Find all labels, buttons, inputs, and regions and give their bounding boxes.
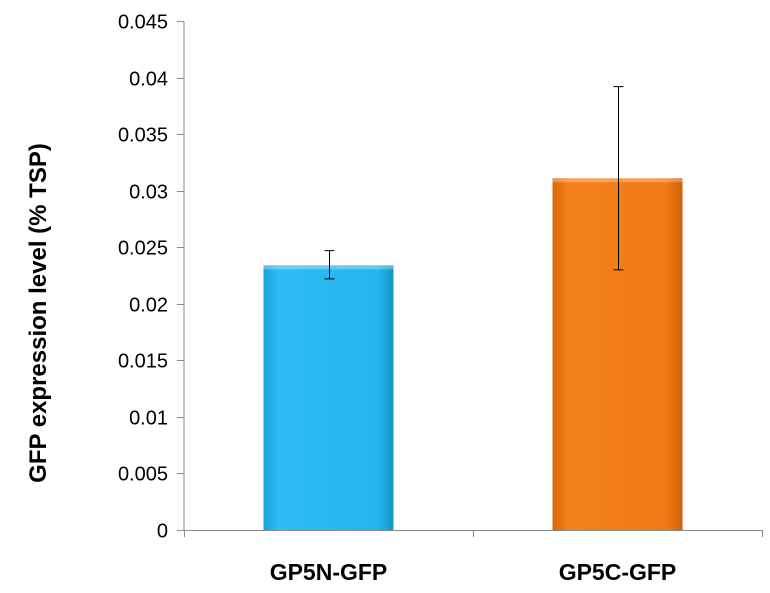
y-tick-label: 0.015	[118, 351, 168, 373]
error-bars	[324, 86, 624, 280]
bar-gp5c-gfp	[552, 178, 683, 531]
y-tick-label: 0.02	[129, 295, 168, 317]
bar-top-highlight	[263, 265, 394, 270]
y-tick-label: 0.005	[118, 464, 168, 486]
y-tick-label: 0.04	[129, 69, 168, 91]
y-tick-label: 0	[157, 521, 168, 543]
y-tick-label: 0.03	[129, 182, 168, 204]
x-category-label: GP5C-GFP	[559, 559, 677, 585]
bar-top-highlight	[552, 178, 683, 183]
y-tick-label: 0.01	[129, 408, 168, 430]
y-axis-title: GFP expression level (% TSP)	[25, 143, 52, 483]
x-axis: GP5N-GFP GP5C-GFP	[184, 530, 763, 585]
y-tick-label: 0.035	[118, 125, 168, 147]
bars	[263, 178, 683, 531]
bar-gp5n-gfp	[263, 265, 394, 530]
y-axis: 0 0.005 0.01 0.015 0.02 0.025 0.03 0.035 0.04 0.0…	[118, 12, 185, 543]
x-category-label: GP5N-GFP	[270, 559, 388, 585]
y-tick-label: 0.025	[118, 238, 168, 260]
y-tick-label: 0.045	[118, 12, 168, 34]
